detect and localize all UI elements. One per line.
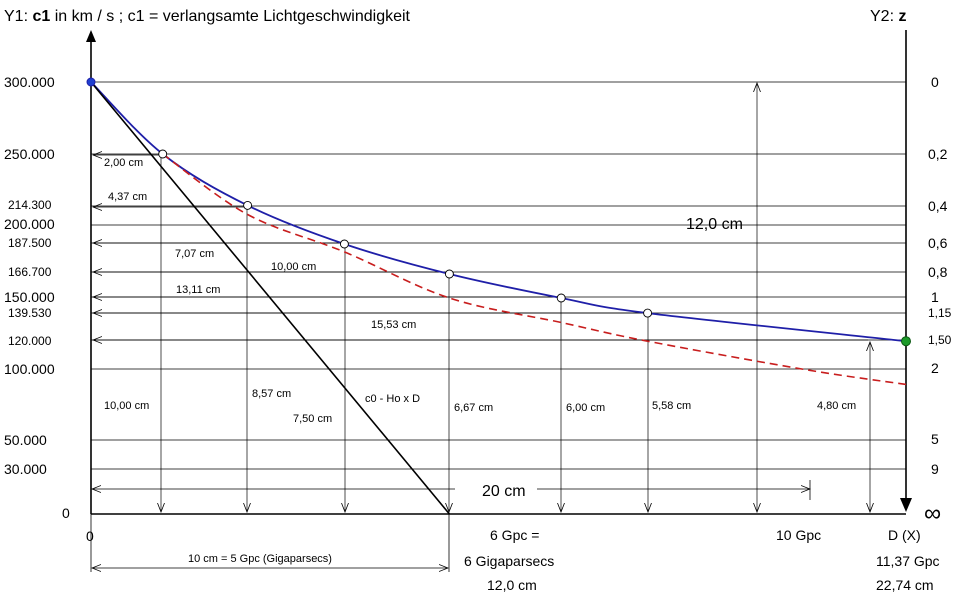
slant-label-15-53: 15,53 cm — [371, 319, 416, 331]
gridlines — [91, 81, 906, 470]
y1-axis-title: Y1: c1 in km / s ; c1 = verlangsamte Lic… — [4, 8, 411, 25]
vertical-label-5-58: 5,58 cm — [652, 400, 691, 412]
x-label-6gpc-line1: 6 Gpc = — [490, 527, 539, 543]
right-height-label: 12,0 cm — [686, 216, 743, 233]
y1-tick-120000: 120.000 — [8, 334, 52, 348]
y1-tick-250000: 250.000 — [4, 146, 55, 162]
c0-line-label: c0 - Ho x D — [365, 393, 420, 405]
x-label-end-line3: 22,74 cm — [876, 577, 934, 593]
x-label-end-line1: D (X) — [888, 527, 921, 543]
vertical-label-8-57: 8,57 cm — [252, 388, 291, 400]
vertical-label-10: 10,00 cm — [104, 400, 149, 412]
y2-tick-1-50: 1,50 — [928, 333, 952, 347]
vertical-label-4-80: 4,80 cm — [817, 400, 856, 412]
slant-label-7-07: 7,07 cm — [175, 248, 214, 260]
y1-tick-100000: 100.000 — [4, 361, 55, 377]
y2-tick-0-8: 0,8 — [928, 264, 948, 280]
x-labels: 0 6 Gpc = 6 Gigaparsecs 12,0 cm 10 Gpc D… — [86, 527, 940, 593]
y1-tick-50000: 50.000 — [4, 432, 47, 448]
x-label-end-line2: 11,37 Gpc — [876, 553, 940, 569]
y2-tick-labels: 0 0,2 0,4 0,6 0,8 1 1,15 1,50 2 5 9 ∞ — [924, 74, 952, 527]
y1-tick-300000: 300.000 — [4, 74, 55, 90]
x-label-6gpc-line3: 12,0 cm — [487, 577, 537, 593]
y2-axis-title: Y2: z — [870, 8, 906, 25]
vertical-label-6-67: 6,67 cm — [454, 402, 493, 414]
vertical-label-6: 6,00 cm — [566, 402, 605, 414]
end-point-marker — [901, 336, 911, 347]
blue-curve — [90, 81, 907, 343]
y1-axis-arrow — [86, 30, 96, 42]
slant-label-4-37: 4,37 cm — [108, 191, 147, 203]
y2-tick-0: 0 — [931, 74, 939, 90]
slant-label-13-11: 13,11 cm — [176, 284, 220, 296]
start-point-marker — [86, 77, 96, 87]
bottom-scale-label: 10 cm = 5 Gpc (Gigaparsecs) — [188, 553, 332, 565]
y1-tick-labels: 300.000 250.000 214.300 200.000 187.500 … — [4, 74, 70, 521]
y1-tick-200000: 200.000 — [4, 216, 55, 232]
y1-tick-150000: 150.000 — [4, 289, 55, 305]
data-point-marker — [444, 269, 454, 279]
annotation-labels: 2,00 cm 4,37 cm 7,07 cm 10,00 cm 13,11 c… — [104, 157, 856, 425]
x-label-6gpc-line2: 6 Gigaparsecs — [464, 553, 554, 569]
y1-tick-30000: 30.000 — [4, 461, 47, 477]
data-point-marker — [158, 149, 168, 159]
x-label-origin: 0 — [86, 528, 94, 544]
slant-label-2: 2,00 cm — [104, 157, 143, 169]
y1-tick-214300: 214.300 — [8, 198, 52, 212]
y1-tick-139530: 139.530 — [8, 306, 52, 320]
data-point-marker — [243, 200, 253, 210]
data-point-marker — [556, 293, 566, 303]
y2-tick-0-6: 0,6 — [928, 235, 948, 251]
c0-hubble-line — [90, 81, 451, 515]
y2-tick-infinity: ∞ — [924, 500, 941, 527]
y2-tick-1: 1 — [931, 289, 939, 305]
slant-label-10: 10,00 cm — [271, 261, 316, 273]
y2-tick-9: 9 — [931, 461, 939, 477]
vertical-label-7-50: 7,50 cm — [293, 413, 332, 425]
series-layer — [86, 77, 911, 515]
slant-dimension-lines — [93, 155, 868, 340]
data-point-marker — [643, 308, 653, 318]
y2-axis-arrow — [900, 498, 912, 512]
y1-tick-187500: 187.500 — [8, 236, 52, 250]
y1-tick-166700: 166.700 — [8, 265, 52, 279]
data-point-marker — [339, 239, 349, 249]
y2-tick-0-4: 0,4 — [928, 198, 948, 214]
width-dimension-label: 20 cm — [482, 483, 526, 500]
red-dashed-curve — [162, 153, 907, 386]
vertical-dimension-lines — [161, 83, 870, 512]
y2-tick-1-15: 1,15 — [928, 306, 952, 320]
y2-tick-2: 2 — [931, 360, 939, 376]
y1-tick-0: 0 — [62, 505, 70, 521]
x-label-10gpc: 10 Gpc — [776, 527, 821, 543]
y2-tick-0-2: 0,2 — [928, 146, 948, 162]
y2-tick-5: 5 — [931, 431, 939, 447]
